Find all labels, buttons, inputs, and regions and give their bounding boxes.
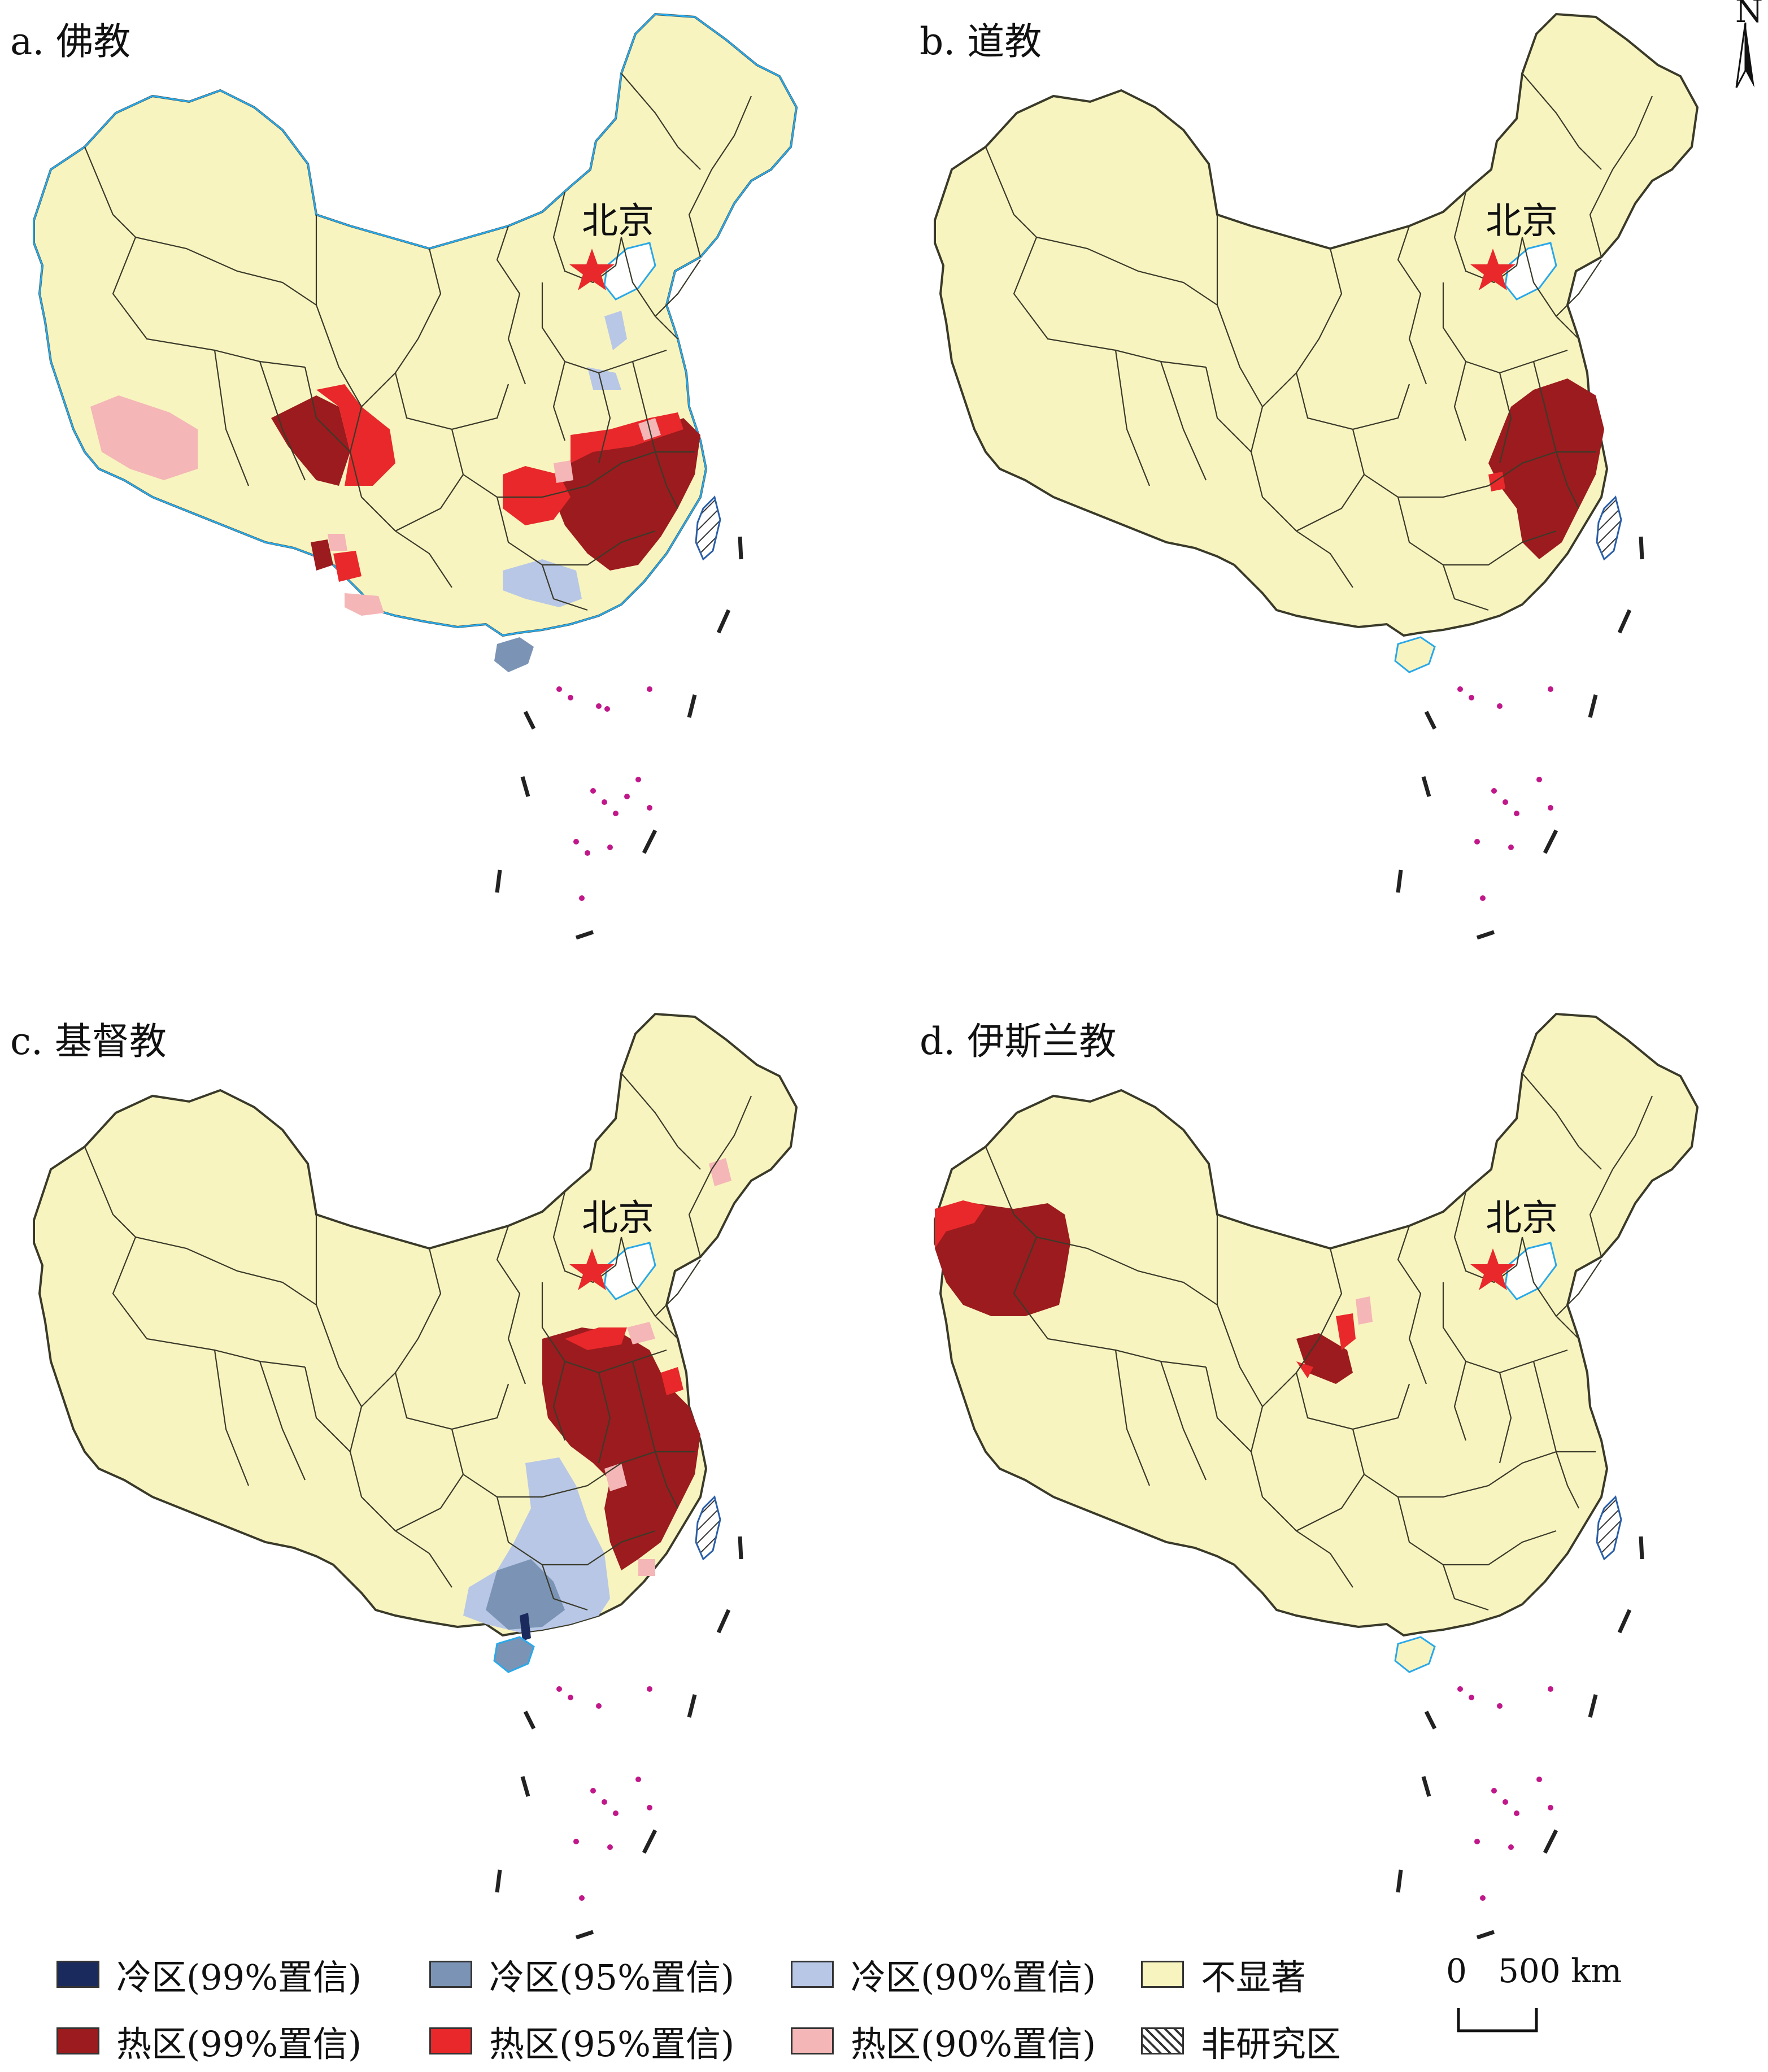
nine-dash-line [495, 1536, 743, 1940]
legend-item-hot-99: 热区(99%置信) [56, 2016, 362, 2066]
hotspot-95-east [503, 412, 683, 525]
coldspot-99-coast [520, 1613, 531, 1641]
coldspot-95-hainan [494, 637, 534, 672]
legend-swatch-not-significant [1141, 1961, 1184, 1988]
legend-swatch-cold-90 [791, 1961, 834, 1988]
map-panel-d [934, 1013, 1699, 1940]
capital-star-icon [569, 1248, 615, 1290]
scale-bar-zero: 0 [1446, 1952, 1467, 1990]
south-china-sea-islands [1457, 1686, 1553, 1901]
panel-title-c: c. 基督教 [10, 1020, 167, 1063]
map-panels [33, 13, 1754, 1940]
north-arrow-icon [1735, 22, 1754, 88]
hotspot-95-east [565, 1327, 683, 1395]
south-china-sea-islands [556, 686, 652, 901]
coldspot-90-north [587, 311, 627, 390]
scale-bar-distance: 500 km [1498, 1952, 1622, 1990]
hotspot-90-tibet-west [90, 395, 198, 480]
capital-star-icon [1470, 249, 1516, 290]
legend-item-cold-95: 冷区(95%置信) [429, 1949, 734, 2000]
hotspot-95-tibet [316, 384, 395, 486]
coldspot-90-south [503, 559, 582, 607]
hotspot-90-yunnan [328, 534, 384, 616]
hotspot-95-xinjiang [935, 1200, 986, 1248]
legend-item-not-significant: 不显著 [1141, 1949, 1306, 2000]
capital-star-icon [569, 249, 615, 290]
hotspot-95-east [1488, 472, 1505, 491]
map-panel-c [33, 1013, 798, 1940]
hotspot-99-xinjiang [935, 1203, 1070, 1316]
hotspot-95-ningxia [1296, 1313, 1356, 1378]
legend-item-non-study-area: 非研究区 [1141, 2016, 1341, 2066]
legend-label-non-study-area: 非研究区 [1201, 2023, 1342, 2065]
legend-swatch-hot-90 [791, 2027, 834, 2054]
south-china-sea-islands [1457, 686, 1553, 901]
legend-label-cold-90: 冷区(90%置信) [851, 1957, 1096, 1998]
legend-swatch-hot-95 [429, 2027, 472, 2054]
hotspot-99-east [554, 418, 700, 571]
capital-star-icon [1470, 1248, 1516, 1290]
legend-swatch-cold-99 [56, 1961, 99, 1988]
panel-title-b: b. 道教 [920, 20, 1042, 63]
legend-item-cold-99: 冷区(99%置信) [56, 1949, 362, 2000]
legend-label-cold-99: 冷区(99%置信) [116, 1957, 362, 1998]
map-panel-a [33, 13, 798, 940]
hotspot-99-yunnan [311, 539, 333, 571]
legend: 冷区(99%置信) 冷区(95%置信) 冷区(90%置信) 不显著 热区(99%… [0, 1943, 1768, 2072]
hotspot-99-tibet [271, 395, 350, 486]
capital-label-c: 北京 [582, 1198, 654, 1239]
scale-bar: 0 500 km [1446, 1952, 1638, 2053]
legend-swatch-non-study-area [1141, 2027, 1184, 2054]
capital-label-b: 北京 [1486, 201, 1558, 242]
nine-dash-line [1396, 1536, 1644, 1940]
hotspot-95-yunnan [333, 551, 362, 582]
legend-swatch-hot-99 [56, 2027, 99, 2054]
hotspot-90-east [554, 418, 661, 483]
capital-label-a: 北京 [582, 201, 654, 242]
panel-title-a: a. 佛教 [10, 20, 131, 63]
nine-dash-line [495, 536, 743, 940]
scale-bar-line [1457, 2008, 1538, 2032]
capital-label-d: 北京 [1486, 1198, 1558, 1239]
legend-label-hot-95: 热区(95%置信) [489, 2023, 735, 2065]
legend-item-cold-90: 冷区(90%置信) [791, 1949, 1096, 2000]
legend-item-hot-95: 热区(95%置信) [429, 2016, 734, 2066]
legend-label-cold-95: 冷区(95%置信) [489, 1957, 735, 1998]
legend-label-hot-99: 热区(99%置信) [116, 2023, 362, 2065]
coldspot-95-guangxi [486, 1559, 565, 1630]
hotspot-99-east [542, 1327, 700, 1570]
map-panel-b [934, 13, 1754, 940]
nine-dash-line [1396, 536, 1644, 940]
hotspot-99-east [1488, 378, 1604, 559]
legend-item-hot-90: 热区(90%置信) [791, 2016, 1096, 2066]
legend-swatch-cold-95 [429, 1961, 472, 1988]
hotspot-90-ningxia [1356, 1296, 1373, 1325]
legend-label-hot-90: 热区(90%置信) [851, 2023, 1096, 2065]
north-arrow-label: N [1735, 0, 1763, 30]
south-china-sea-islands [556, 1686, 652, 1901]
legend-label-not-significant: 不显著 [1201, 1957, 1307, 1998]
panel-title-d: d. 伊斯兰教 [920, 1020, 1117, 1063]
